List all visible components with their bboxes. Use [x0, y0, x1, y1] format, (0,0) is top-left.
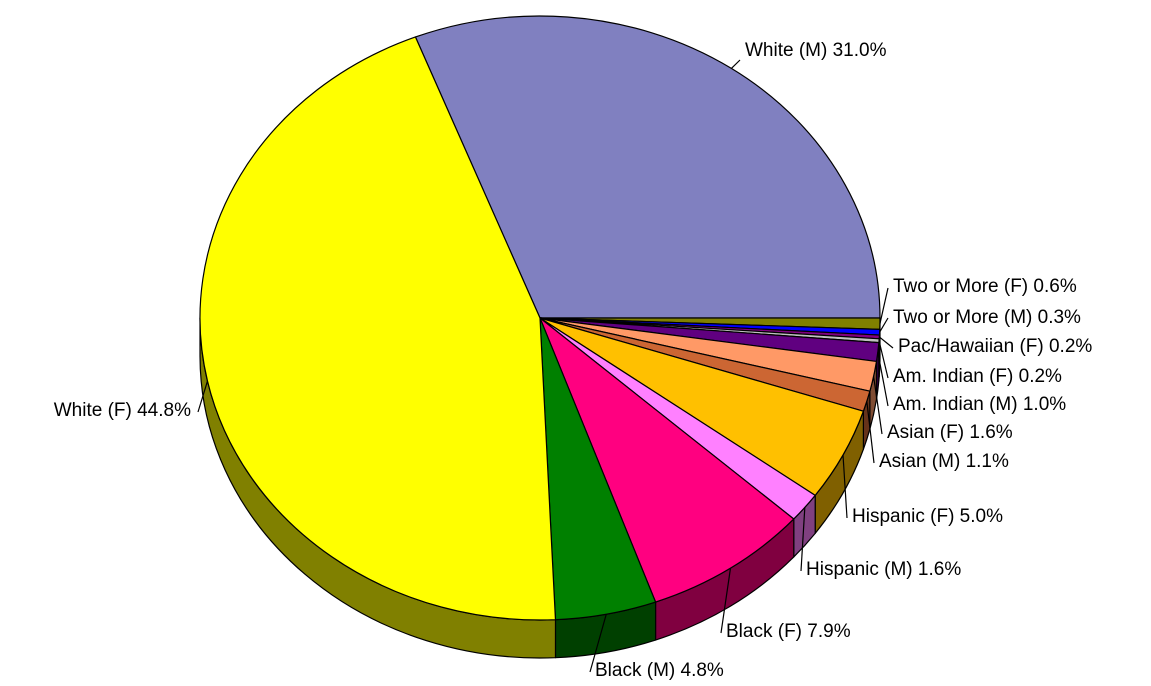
slice-label-hispanic-f-5-0: Hispanic (F) 5.0% — [852, 506, 1003, 527]
slice-label-am-indian-m-1-0: Am. Indian (M) 1.0% — [893, 394, 1066, 415]
slice-label-am-indian-f-0-2: Am. Indian (F) 0.2% — [893, 366, 1062, 387]
leader-line-black-f-7-9 — [720, 568, 732, 634]
leader-line-hispanic-m-1-6 — [800, 507, 806, 572]
leader-line-am-indian-m-1-0 — [877, 351, 889, 407]
slice-label-hispanic-m-1-6: Hispanic (M) 1.6% — [806, 559, 961, 580]
slice-label-black-f-7-9: Black (F) 7.9% — [726, 621, 851, 642]
slice-label-black-m-4-8: Black (M) 4.8% — [595, 660, 724, 681]
leader-line-am-indian-f-0-2 — [878, 340, 889, 379]
leader-line-black-m-4-8 — [589, 614, 607, 673]
slice-label-white-f-44-8: White (F) 44.8% — [54, 400, 191, 421]
slice-label-layer: White (M) 31.0% Two or More (F) 0.6% Two o… — [54, 40, 1093, 681]
slice-label-asian-f-1-6: Asian (F) 1.6% — [887, 422, 1013, 443]
slice-label-pac-hawaiian-f-0-2: Pac/Hawaiian (F) 0.2% — [898, 336, 1092, 357]
slice-label-two-or-more-m-0-3: Two or More (M) 0.3% — [893, 307, 1081, 328]
pie-slice-layer — [199, 15, 881, 621]
slice-label-white-m-31-0: White (M) 31.0% — [745, 40, 887, 61]
leader-line-white-f-44-8 — [197, 380, 209, 413]
leader-line-white-m-31-0 — [730, 59, 741, 69]
leader-line-hispanic-f-5-0 — [842, 454, 848, 519]
leader-line-layer — [197, 59, 894, 673]
leader-line-two-or-more-m-0-3 — [879, 317, 889, 333]
leader-line-pac-hawaiian-f-0-2 — [878, 336, 894, 349]
leader-line-two-or-more-f-0-6 — [879, 287, 889, 324]
slice-label-two-or-more-f-0-6: Two or More (F) 0.6% — [893, 276, 1077, 297]
pie-slice-white-f-44-8 — [199, 36, 557, 621]
pie-slice-black-f-7-9 — [539, 317, 795, 603]
leader-line-asian-m-1-1 — [866, 401, 875, 464]
slice-label-asian-m-1-1: Asian (M) 1.1% — [879, 451, 1009, 472]
leader-line-asian-f-1-6 — [872, 376, 883, 435]
